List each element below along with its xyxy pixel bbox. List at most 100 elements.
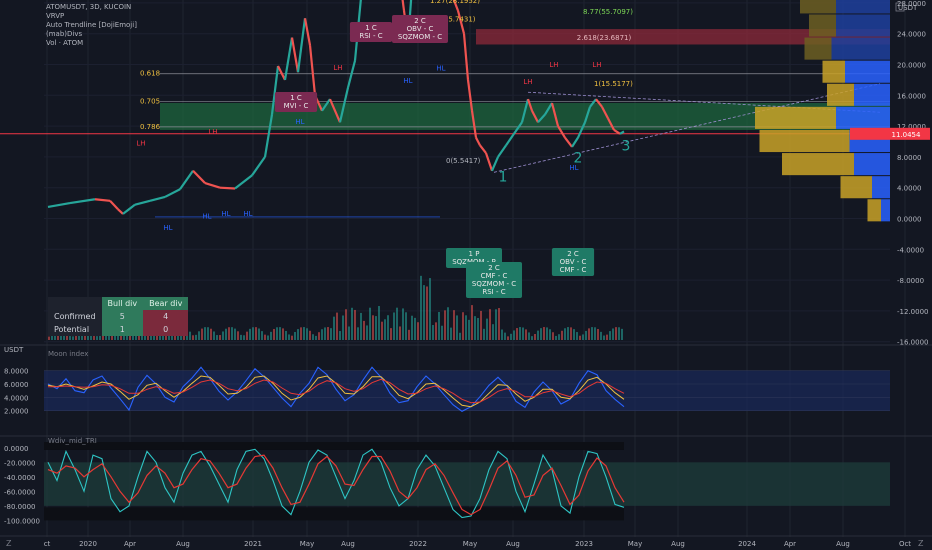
volume-bar	[192, 335, 194, 340]
volume-bar	[225, 328, 227, 340]
fib-ext-label-3: 1(15.5177)	[594, 80, 633, 88]
volume-bar	[435, 322, 437, 340]
volume-bar	[120, 335, 122, 340]
volume-bar	[459, 332, 461, 340]
volume-bar	[318, 332, 320, 340]
vp-down-17	[867, 199, 881, 222]
volume-bar	[243, 335, 245, 340]
volume-bar	[51, 333, 53, 340]
volume-bar	[309, 330, 311, 340]
volume-bar	[378, 306, 380, 340]
volume-bar	[393, 312, 395, 340]
volume-bar	[402, 308, 404, 340]
price-candle	[109, 200, 119, 211]
price-candle	[613, 129, 621, 135]
price-candle	[401, 0, 406, 11]
wave-label-1: 2	[574, 150, 583, 166]
price-candle	[550, 102, 560, 127]
vp-down-10	[804, 37, 832, 60]
volume-bar	[495, 309, 497, 340]
price-candle	[234, 174, 253, 190]
x-axis-label-0: ct	[44, 540, 51, 548]
price-candle	[192, 169, 206, 184]
volume-bar	[540, 328, 542, 340]
zoom-button-left[interactable]: Z	[6, 539, 12, 548]
vp-down-15	[782, 153, 854, 176]
volume-bar	[195, 334, 197, 340]
price-tick-13: 4.0000	[897, 185, 922, 193]
x-axis-label-15: Aug	[836, 540, 850, 548]
indicator-volume[interactable]: Vol · ATOM	[46, 39, 84, 47]
price-candle	[462, 33, 470, 80]
volume-bar	[303, 327, 305, 340]
x-axis-label-6: Aug	[341, 540, 355, 548]
volume-bar	[249, 328, 251, 340]
volume-bar	[525, 329, 527, 340]
volume-bar	[483, 328, 485, 340]
legend-header: ATOMUSDT, 3D, KUCOIN VRVP Auto Trendline…	[46, 3, 137, 48]
volume-bar	[408, 329, 410, 340]
volume-bar	[600, 331, 602, 340]
price-candle	[607, 117, 615, 131]
volume-bar	[579, 335, 581, 340]
price-tick-14: 0.0000	[897, 216, 922, 224]
price-candle	[263, 114, 274, 158]
osc2-tick-0: 0.0000	[4, 445, 29, 453]
volume-bar	[228, 327, 230, 340]
bull-callout-text-1-2: SQZMOM - C	[472, 280, 516, 288]
volume-bar	[603, 335, 605, 340]
volume-bar	[411, 315, 413, 340]
volume-bar	[204, 327, 206, 340]
price-candle	[484, 152, 494, 172]
volume-bar	[282, 328, 284, 340]
indicator-divs[interactable]: (mab)Divs	[46, 30, 83, 38]
volume-bar	[468, 319, 470, 340]
zoom-button-right[interactable]: Z	[918, 539, 924, 548]
vp-down-12	[827, 83, 854, 106]
volume-bar	[612, 328, 614, 340]
tri-series-signal	[47, 454, 625, 516]
volume-bar	[582, 334, 584, 340]
osc2-tick-2: -40.0000	[4, 474, 35, 482]
swing-label-7: LH	[549, 61, 558, 69]
bear-div-header: Bear div	[143, 297, 189, 310]
volume-bar	[606, 334, 608, 340]
x-axis-label-14: Apr	[784, 540, 796, 548]
volume-bar	[231, 327, 233, 340]
indicator-auto-trendline[interactable]: Auto Trendline [DojiEmoji]	[46, 21, 137, 29]
fib-label-3: 0.786	[140, 123, 161, 131]
osc1-title: Moon index	[48, 350, 88, 358]
volume-bar	[234, 328, 236, 340]
price-candle	[134, 199, 151, 206]
swing-label-8: LH	[592, 61, 601, 69]
price-tick-12: 8.0000	[897, 154, 922, 162]
price-candle	[589, 98, 597, 108]
volume-bar	[99, 334, 101, 340]
volume-bar	[414, 317, 416, 340]
volume-bar	[333, 316, 335, 340]
volume-bar	[246, 331, 248, 340]
indicator-vrvp[interactable]: VRVP	[46, 12, 65, 20]
moon-series-slow	[48, 378, 625, 404]
volume-bar	[354, 309, 356, 340]
vp-up-17	[881, 199, 890, 222]
volume-bar	[261, 331, 263, 340]
volume-bar	[357, 327, 359, 340]
osc1-tick-0: 8.0000	[4, 368, 29, 376]
price-candle	[595, 98, 603, 108]
volume-bar	[93, 332, 95, 340]
tri-top-shade	[44, 442, 624, 450]
potential-bull-count: 1	[101, 323, 144, 336]
volume-bar	[201, 328, 203, 340]
swing-label-12: HL	[243, 210, 252, 218]
volume-bar	[48, 336, 50, 340]
volume-bar	[369, 307, 371, 340]
volume-bar	[273, 328, 275, 340]
volume-bar	[240, 334, 242, 340]
volume-bar	[543, 327, 545, 340]
fib-label-2: 0.705	[140, 97, 160, 105]
volume-bar	[546, 327, 548, 340]
price-candle	[475, 137, 481, 146]
price-candle	[520, 98, 530, 123]
